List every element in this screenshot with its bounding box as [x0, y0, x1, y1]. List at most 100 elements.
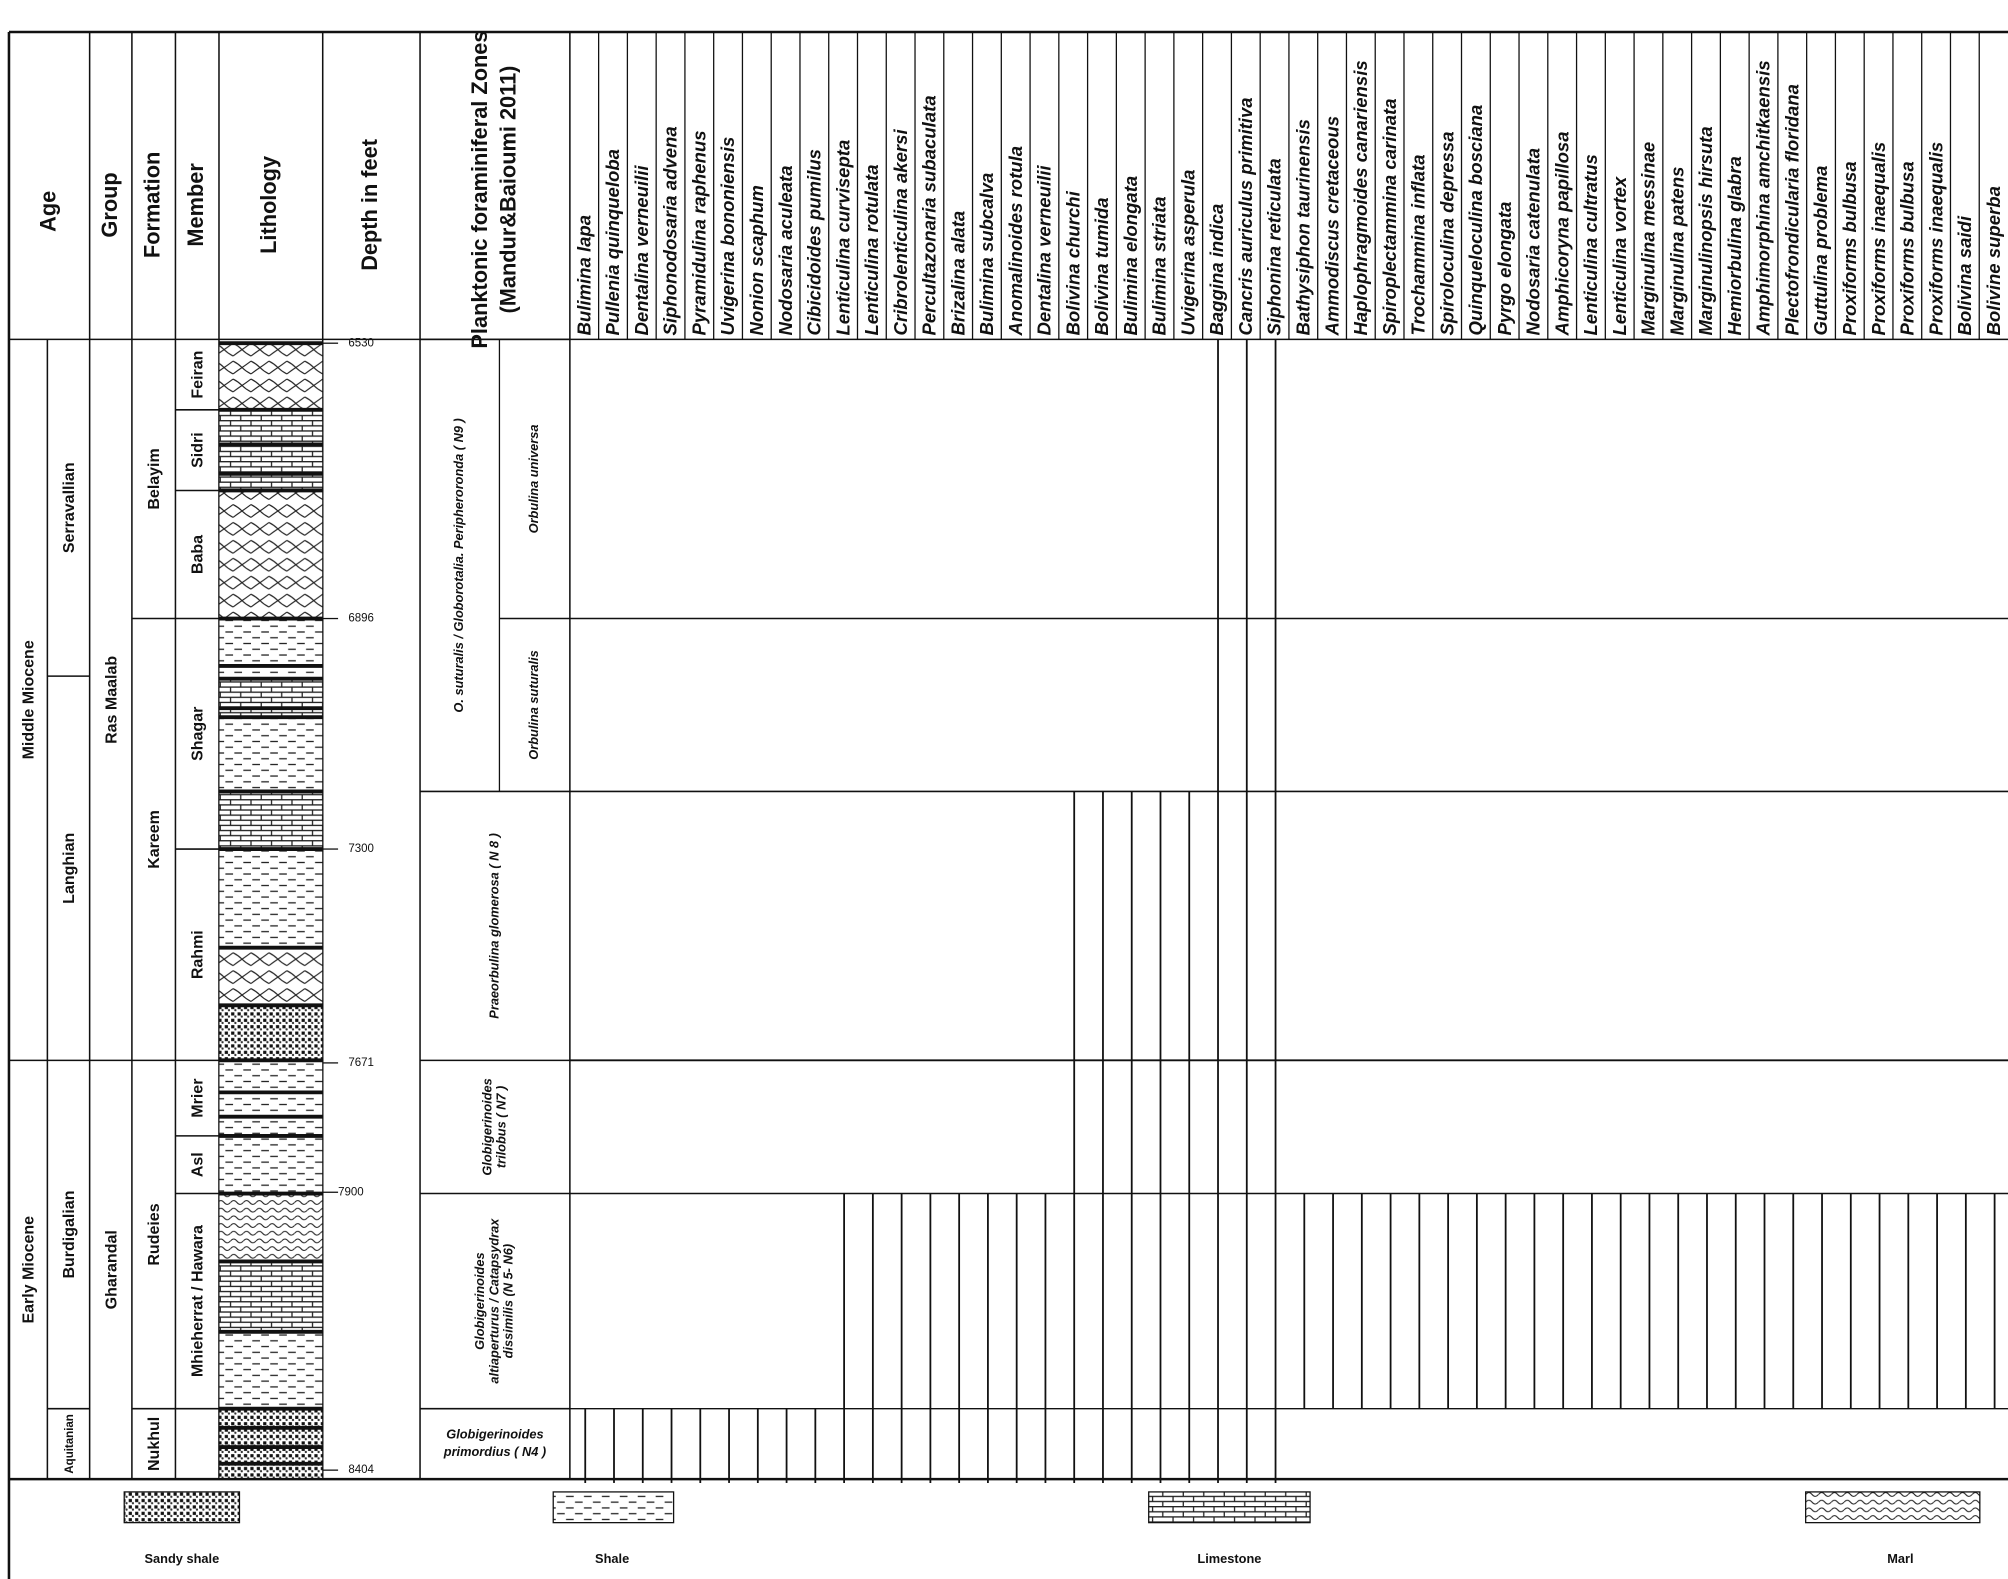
- species-name: Cancris auriculus primitiva: [1235, 97, 1256, 335]
- legend-label: Marl: [1887, 1551, 1913, 1566]
- legend-label: Limestone: [1197, 1551, 1261, 1566]
- members-label: Mrier: [190, 1079, 207, 1118]
- species-name: Bolivina tumida: [1091, 197, 1112, 335]
- species-name: Guttulina problema: [1810, 165, 1831, 335]
- species-name: Haplophragmoides canariensis: [1350, 60, 1371, 335]
- zone-label: Globigerinoides: [479, 1078, 494, 1175]
- depth-label: 6530: [348, 337, 374, 349]
- lithology-bed: [218, 489, 324, 620]
- legend-swatch: [552, 1491, 675, 1524]
- species-name: Siphonodosaria advena: [660, 126, 681, 335]
- lithology-bed: [218, 1331, 324, 1410]
- header-zones: (Mandur&Baioumi 2011): [495, 66, 520, 314]
- species-name: Proxiforms bulbusa: [1897, 161, 1918, 335]
- lithology-bed: [218, 1408, 324, 1480]
- species-name: Dentalina verneuilii: [1034, 165, 1055, 336]
- species-name: Nodosaria aculeata: [775, 165, 796, 335]
- species-name: Bathysiphon taurinensis: [1293, 119, 1314, 335]
- lithology-bed: [218, 409, 324, 491]
- species-name: Marginulina patens: [1666, 167, 1687, 336]
- lithology-bed: [218, 1193, 324, 1262]
- species-name: Dentalina verneuilii: [631, 165, 652, 336]
- depth-label: 8404: [348, 1464, 374, 1476]
- legend-swatch: [123, 1491, 241, 1524]
- zone-label: Globigerinoides: [446, 1426, 543, 1441]
- lithology-bed: [218, 947, 324, 1006]
- species-name: Pyramidulina raphenus: [688, 130, 709, 335]
- species-name: Spiroplectammina carinata: [1379, 98, 1400, 335]
- header-formation: Formation: [139, 152, 164, 258]
- header-zones: Planktonic foraminiferal Zones: [467, 30, 492, 348]
- species-name: Lenticulina cultratus: [1580, 154, 1601, 335]
- zone-label: Orbulina universa: [526, 425, 541, 534]
- header-group: Group: [97, 172, 122, 237]
- header-member: Member: [183, 163, 208, 247]
- members-label: Asl: [190, 1152, 207, 1177]
- species-name: Trochammina inflata: [1408, 154, 1429, 335]
- formations-label: Nukhul: [146, 1417, 163, 1471]
- lithology-bed: [218, 716, 324, 792]
- species-name: Marginulina messinae: [1638, 142, 1659, 336]
- species-name: Baggina indica: [1206, 204, 1227, 336]
- members-label: Mhieherrat / Hawara: [190, 1225, 207, 1377]
- lithology-bed: [218, 1059, 324, 1137]
- lithology-bed: [218, 1004, 324, 1061]
- lithology-bed: [218, 1135, 324, 1195]
- lithology-bed: [218, 790, 324, 850]
- epochs-label: Early Miocene: [21, 1216, 38, 1324]
- species-name: Cibicidoides pumilus: [804, 149, 825, 336]
- stages-label: Burdigalian: [61, 1191, 78, 1279]
- species-name: Bolivine superba: [1983, 186, 2004, 335]
- depth-label: 6896: [348, 613, 374, 625]
- species-name: Spiroloculina depressa: [1436, 131, 1457, 335]
- zone-label: O. suturalis / Globorotalia. Peripheroro…: [451, 418, 466, 712]
- epochs-label: Middle Miocene: [21, 640, 38, 759]
- lithology-bed: [218, 1260, 324, 1333]
- stages-label: Langhian: [61, 833, 78, 904]
- zone-label: dissimilis (N 5- N6): [500, 1244, 515, 1358]
- formations-label: Belayim: [146, 448, 163, 509]
- stages-label: Aquitanian: [64, 1414, 76, 1474]
- species-name: Brizalina alata: [947, 211, 968, 336]
- groups-label: Gharandal: [103, 1230, 120, 1309]
- frame: [7, 30, 2008, 1579]
- species-name: Bulimina subcalva: [976, 173, 997, 336]
- species-name: Marginulinopsis hirsuta: [1695, 126, 1716, 335]
- zone-label: trilobus ( N7 ): [493, 1086, 508, 1168]
- species-name: Uvigerina asperula: [1177, 170, 1198, 336]
- formations-label: Rudeies: [146, 1203, 163, 1265]
- lithology-bed: [218, 618, 324, 680]
- stages-label: Serravallian: [61, 462, 78, 553]
- species-name: Lenticulina curvisepta: [832, 140, 853, 336]
- species-name: Nodosaria catenulata: [1523, 148, 1544, 336]
- species-name: Bolivina churchi: [1062, 190, 1083, 335]
- species-name: Proxiforms inaequalis: [1925, 142, 1946, 336]
- species-name: Proxiforms bulbusa: [1839, 161, 1860, 335]
- species-name: Amphicoryna papillosa: [1551, 131, 1572, 336]
- species-name: Nonion scaphum: [746, 185, 767, 335]
- zone-label: primordius ( N4 ): [443, 1444, 546, 1459]
- groups-label: Ras Maalab: [103, 656, 120, 744]
- legend-swatch: [1148, 1491, 1311, 1524]
- species-name: Hemiorbulina glabra: [1724, 156, 1745, 335]
- species-name: Pullenia quinqueloba: [602, 149, 623, 336]
- species-name: Ammodiscus cretaceous: [1321, 116, 1342, 337]
- legend-swatch: [1805, 1491, 1981, 1524]
- species-name: Quinqueloculina bosciana: [1465, 105, 1486, 336]
- species-name: Proxiforms inaequalis: [1868, 142, 1889, 336]
- species-name: Plectofrondicularia floridana: [1781, 84, 1802, 335]
- members-label: Shagar: [190, 707, 207, 761]
- lithology-bed: [218, 342, 324, 411]
- members-label: Baba: [190, 535, 207, 574]
- species-name: Percultazonaria subaculata: [919, 95, 940, 335]
- species-name: Cribrolenticulina akersi: [890, 129, 911, 336]
- members-label: Rahmi: [190, 930, 207, 979]
- species-name: Amphimorphina amchitkaensis: [1753, 60, 1774, 336]
- depth-label: 7900: [338, 1186, 364, 1198]
- species-name: Bulimina lapa: [573, 215, 594, 336]
- species-name: Bulimina striata: [1149, 196, 1170, 335]
- header-age: Age: [36, 191, 61, 232]
- depth-label: 7300: [348, 843, 374, 855]
